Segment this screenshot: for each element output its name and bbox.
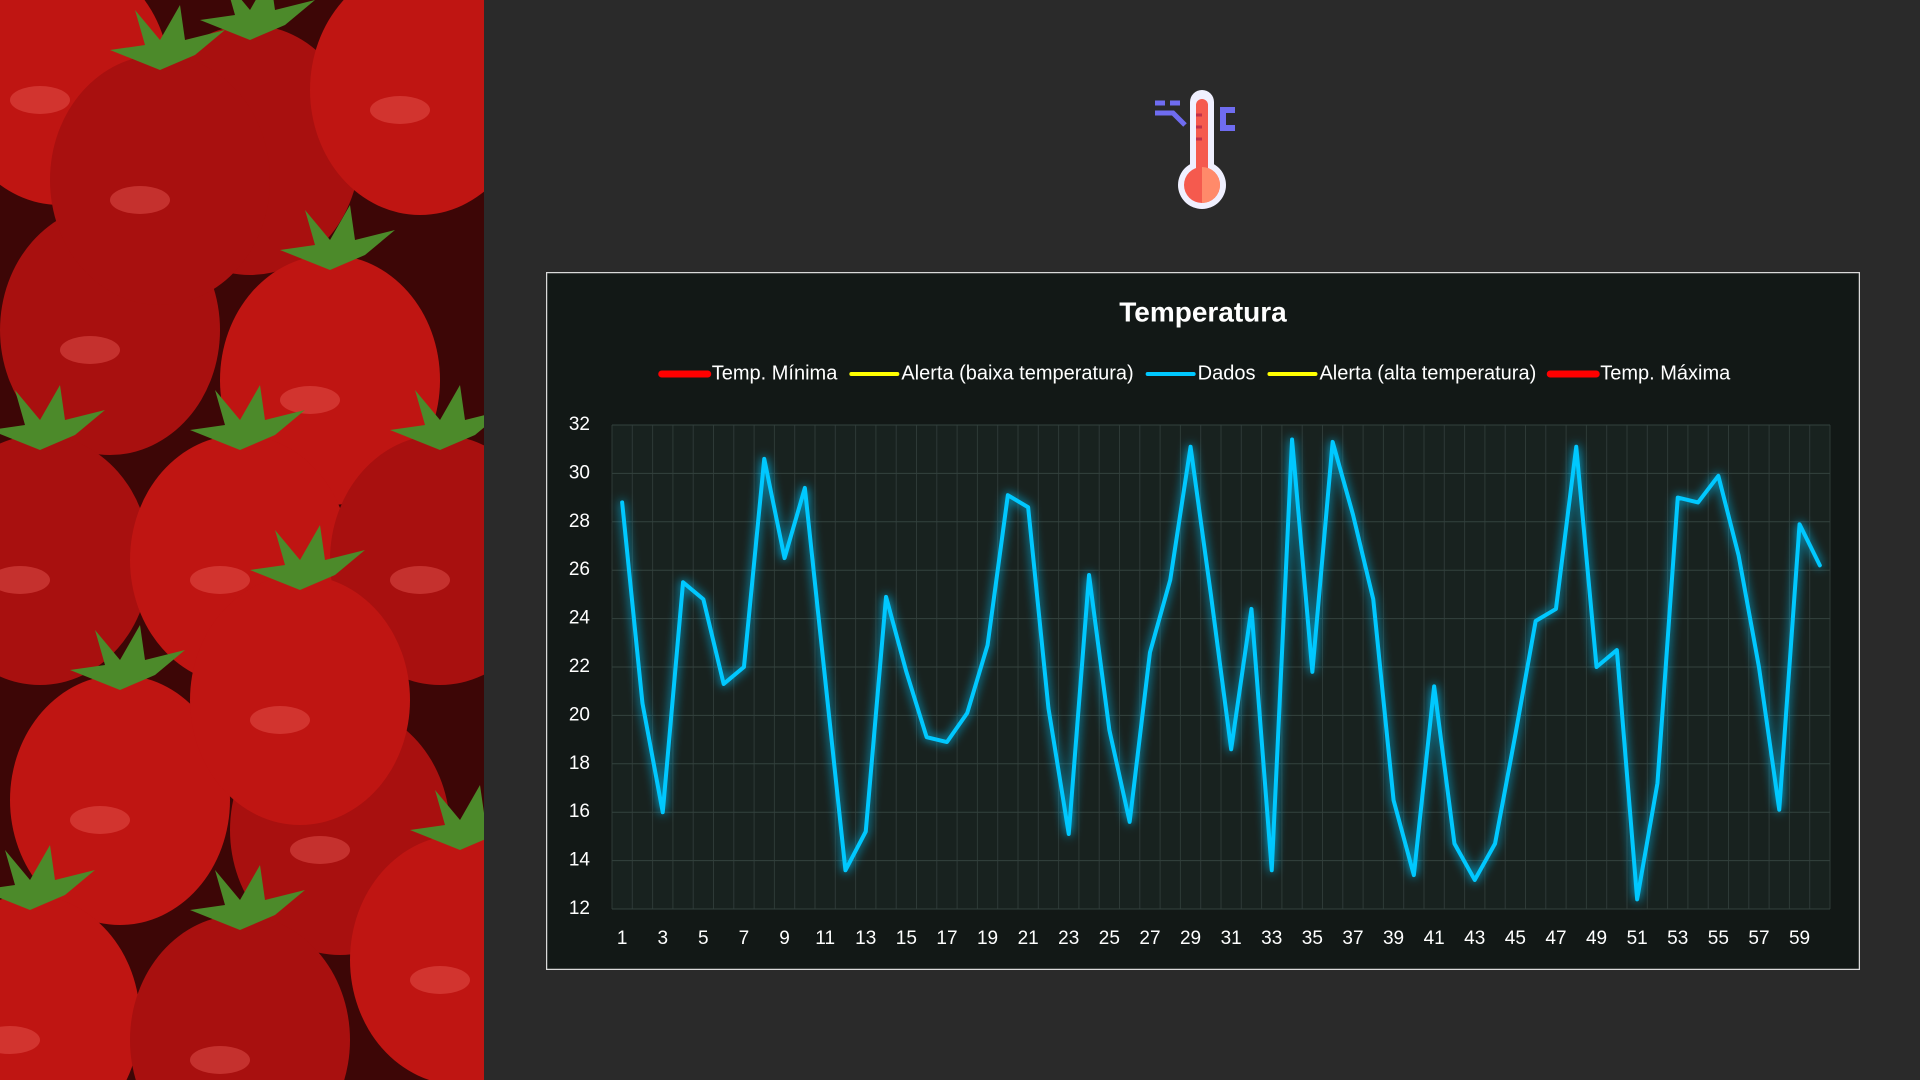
y-tick-label: 20: [569, 704, 590, 725]
x-tick-label: 55: [1708, 928, 1729, 949]
legend-label: Temp. Mínima: [712, 362, 838, 384]
x-tick-label: 19: [977, 928, 998, 949]
x-tick-label: 35: [1302, 928, 1323, 949]
x-tick-label: 47: [1545, 928, 1566, 949]
leaf: [390, 385, 484, 450]
y-tick-label: 18: [569, 753, 590, 774]
y-tick-label: 26: [569, 559, 590, 580]
x-tick-label: 21: [1018, 928, 1039, 949]
x-tick-label: 31: [1221, 928, 1242, 949]
chart-title: Temperatura: [1119, 296, 1287, 327]
leaf: [200, 0, 315, 40]
strawberry: [10, 675, 230, 925]
x-tick-label: 27: [1139, 928, 1160, 949]
highlight: [110, 186, 170, 214]
y-tick-label: 30: [569, 462, 590, 483]
x-tick-label: 57: [1748, 928, 1769, 949]
x-tick-label: 1: [617, 928, 628, 949]
leaf: [410, 785, 484, 850]
strawberry: [350, 835, 484, 1080]
x-tick-label: 13: [855, 928, 876, 949]
series-line: [620, 437, 1822, 902]
y-tick-label: 32: [569, 414, 590, 435]
highlight: [390, 566, 450, 594]
highlight: [0, 566, 50, 594]
y-tick-label: 24: [569, 608, 591, 629]
legend-label: Dados: [1198, 362, 1256, 384]
leaf: [110, 5, 225, 70]
highlight: [190, 1046, 250, 1074]
x-tick-label: 3: [657, 928, 668, 949]
x-tick-label: 15: [896, 928, 917, 949]
leaf: [250, 525, 365, 590]
strawberry: [50, 55, 270, 305]
leaf: [190, 865, 305, 930]
y-tick-label: 16: [569, 801, 590, 822]
leaf: [0, 385, 105, 450]
leaf: [190, 385, 305, 450]
highlight: [60, 336, 120, 364]
x-tick-label: 11: [815, 928, 835, 949]
y-tick-label: 14: [569, 850, 591, 871]
x-tick-label: 29: [1180, 928, 1201, 949]
strawberry: [130, 915, 350, 1080]
x-tick-label: 23: [1058, 928, 1079, 949]
x-tick-label: 7: [739, 928, 750, 949]
highlight: [250, 706, 310, 734]
x-tick-label: 9: [779, 928, 790, 949]
legend-label: Temp. Máxima: [1600, 362, 1731, 384]
thermometer-icon: [1155, 90, 1235, 209]
x-tick-label: 37: [1342, 928, 1363, 949]
strawberry: [0, 895, 140, 1080]
highlight: [10, 86, 70, 114]
strawberry: [190, 575, 410, 825]
y-tick-label: 22: [569, 656, 590, 677]
highlight: [290, 836, 350, 864]
x-tick-label: 51: [1627, 928, 1648, 949]
x-tick-label: 33: [1261, 928, 1282, 949]
strawberry-photo: [0, 0, 484, 1080]
highlight: [0, 1026, 40, 1054]
x-tick-label: 41: [1424, 928, 1445, 949]
highlight: [190, 566, 250, 594]
x-tick-label: 49: [1586, 928, 1607, 949]
x-tick-label: 25: [1099, 928, 1120, 949]
legend: Temp. Mínima Alerta (baixa temperatura) Da…: [658, 362, 1731, 384]
highlight: [410, 966, 470, 994]
x-tick-label: 17: [936, 928, 957, 949]
x-tick-label: 5: [698, 928, 709, 949]
leaf: [280, 205, 395, 270]
legend-label: Alerta (alta temperatura): [1319, 362, 1536, 384]
leaf: [0, 845, 95, 910]
leaf: [70, 625, 185, 690]
highlight: [280, 386, 340, 414]
highlight: [70, 806, 130, 834]
chart: Temperatura Temp. Mínima Alerta (baixa te…: [546, 272, 1860, 970]
x-tick-label: 53: [1667, 928, 1688, 949]
legend-label: Alerta (baixa temperatura): [901, 362, 1133, 384]
strawberry: [310, 0, 484, 215]
strawberry: [0, 435, 150, 685]
y-tick-label: 12: [569, 898, 590, 919]
x-tick-label: 39: [1383, 928, 1404, 949]
highlight: [370, 96, 430, 124]
y-tick-label: 28: [569, 511, 590, 532]
x-tick-label: 45: [1505, 928, 1526, 949]
x-tick-label: 43: [1464, 928, 1485, 949]
x-tick-label: 59: [1789, 928, 1810, 949]
